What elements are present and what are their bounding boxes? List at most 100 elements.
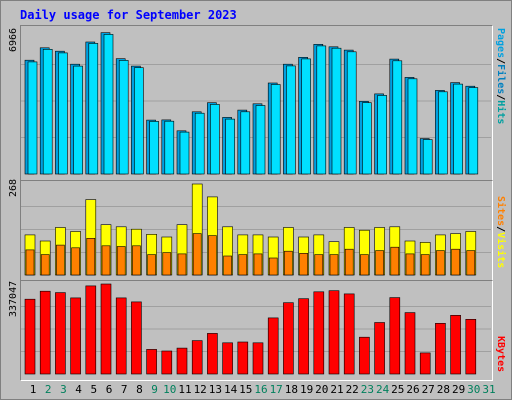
sites-bar-sites-18 (284, 250, 293, 276)
x-tick-label-23: 23 (361, 383, 374, 396)
sites-bar-sites-24 (375, 250, 384, 276)
sites-bar-sites-11 (177, 253, 187, 276)
sites-bar-sites-23 (360, 254, 369, 276)
kbytes-bar-kbytes-14 (222, 342, 233, 375)
hits-bar-files-29 (453, 83, 463, 175)
x-tick-label-29: 29 (452, 383, 465, 396)
x-tick-label-24: 24 (376, 383, 390, 396)
kbytes-bar-kbytes-26 (404, 312, 416, 375)
x-tick-label-31: 31 (482, 383, 495, 396)
kbytes-bar-kbytes-21 (328, 290, 340, 375)
hits-bar-files-12 (194, 112, 205, 175)
sites-bar-sites-20 (314, 254, 324, 276)
x-tick-label-15: 15 (239, 383, 252, 396)
x-tick-label-11: 11 (178, 383, 191, 396)
sites-bar-sites-27 (420, 254, 430, 276)
kbytes-bar-kbytes-27 (419, 352, 431, 375)
hits-bar-files-11 (179, 131, 190, 175)
hits-bar-files-8 (134, 67, 144, 175)
kbytes-bar-kbytes-19 (298, 298, 309, 375)
sites-bar-sites-26 (405, 253, 415, 276)
x-tick-label-7: 7 (121, 383, 128, 396)
x-tick-label-4: 4 (75, 383, 82, 396)
sites-bar-sites-13 (208, 235, 217, 276)
kbytes-bar-kbytes-11 (176, 347, 188, 375)
kbytes-bar-kbytes-22 (343, 293, 355, 375)
hits-bar-files-6 (103, 34, 114, 175)
kbytes-bar-kbytes-17 (267, 317, 279, 375)
hits-bar-files-20 (316, 45, 327, 175)
x-tick-label-27: 27 (422, 383, 435, 396)
x-tick-label-16: 16 (254, 383, 267, 396)
hits-bar-files-2 (42, 48, 53, 175)
sites-bar-sites-16 (253, 253, 263, 276)
sites-bar-sites-12 (192, 233, 202, 276)
sites-bar-sites-28 (436, 250, 445, 276)
hits-bar-files-28 (438, 91, 448, 175)
x-tick-label-8: 8 (136, 383, 143, 396)
x-tick-label-6: 6 (106, 383, 113, 396)
kbytes-bar-kbytes-2 (39, 290, 51, 375)
hits-bar-files-22 (346, 51, 357, 175)
x-tick-label-10: 10 (163, 383, 176, 396)
sites-bar-sites-15 (238, 254, 248, 276)
x-tick-label-5: 5 (90, 383, 97, 396)
x-tick-label-13: 13 (209, 383, 222, 396)
hits-bar-files-24 (377, 95, 387, 175)
kbytes-bar-kbytes-25 (389, 297, 401, 375)
sites-bar-sites-8 (132, 245, 141, 276)
hits-bar-files-21 (331, 47, 342, 175)
kbytes-bar-kbytes-15 (237, 341, 249, 375)
sites-bar-sites-7 (116, 246, 126, 276)
kbytes-bar-kbytes-9 (146, 349, 157, 375)
hits-bar-files-16 (255, 105, 266, 175)
sites-bar-sites-17 (268, 257, 278, 276)
kbytes-bar-kbytes-8 (131, 301, 142, 375)
sites-bar-sites-3 (56, 244, 65, 276)
kbytes-bar-kbytes-10 (161, 350, 173, 375)
x-tick-label-3: 3 (60, 383, 67, 396)
sites-bar-sites-30 (466, 250, 476, 276)
x-tick-label-21: 21 (330, 383, 343, 396)
sites-bar-sites-5 (86, 238, 96, 276)
x-tick-label-12: 12 (194, 383, 207, 396)
hits-bar-files-26 (407, 78, 418, 175)
hits-bar-files-15 (240, 111, 251, 175)
hits-bar-files-19 (301, 58, 311, 175)
kbytes-bar-kbytes-28 (435, 322, 446, 375)
sites-bar-sites-1 (25, 249, 35, 276)
hits-bar-files-3 (58, 52, 68, 175)
x-tick-label-14: 14 (224, 383, 238, 396)
kbytes-bar-kbytes-16 (252, 342, 264, 375)
hits-bar-files-18 (286, 65, 296, 175)
kbytes-bar-kbytes-29 (450, 314, 461, 375)
kbytes-bar-kbytes-20 (313, 291, 325, 375)
sites-bar-sites-10 (162, 252, 172, 276)
kbytes-bar-kbytes-6 (100, 283, 112, 375)
hits-bar-files-10 (164, 120, 175, 175)
hits-bar-files-1 (27, 61, 38, 175)
kbytes-bar-kbytes-24 (374, 322, 385, 375)
sites-bar-sites-2 (40, 254, 50, 276)
kbytes-bar-kbytes-3 (55, 292, 66, 375)
hits-bar-files-13 (210, 104, 220, 175)
sites-bar-sites-9 (147, 254, 156, 276)
x-tick-label-18: 18 (285, 383, 298, 396)
sites-bar-sites-22 (344, 248, 354, 276)
x-tick-label-25: 25 (391, 383, 404, 396)
x-tick-label-26: 26 (406, 383, 419, 396)
x-tick-label-17: 17 (270, 383, 283, 396)
sites-bar-sites-19 (299, 253, 308, 276)
hits-bar-files-17 (270, 84, 281, 175)
chart-title: Daily usage for September 2023 (20, 8, 237, 22)
sites-bar-sites-25 (390, 246, 400, 276)
x-tick-label-28: 28 (437, 383, 450, 396)
hits-bar-files-9 (149, 121, 159, 175)
kbytes-bar-kbytes-7 (115, 297, 127, 375)
hits-bar-files-4 (73, 65, 83, 175)
kbytes-bar-kbytes-18 (283, 302, 294, 375)
kbytes-bar-kbytes-30 (465, 318, 477, 375)
kbytes-bar-kbytes-1 (24, 298, 36, 375)
sites-bar-sites-4 (71, 247, 80, 276)
